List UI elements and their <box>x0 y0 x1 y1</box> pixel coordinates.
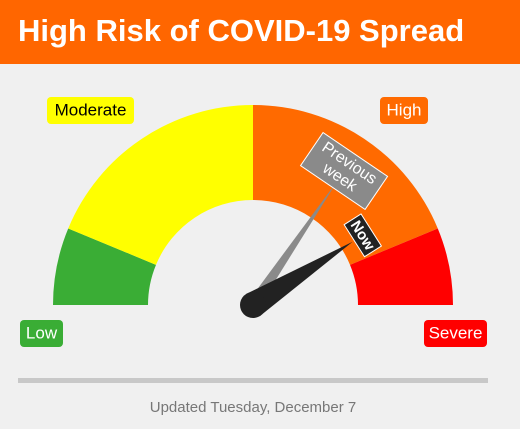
segment-label: Moderate <box>55 100 127 119</box>
gauge-segment <box>350 228 453 305</box>
header-bar <box>0 0 520 64</box>
needle <box>246 241 353 316</box>
needle <box>248 180 338 309</box>
gauge-segment <box>68 105 253 265</box>
needle-hub <box>240 292 266 318</box>
segment-label-box <box>20 320 63 347</box>
separator <box>18 378 488 383</box>
needle-label-box <box>343 213 383 258</box>
title: High Risk of COVID-19 Spread <box>18 13 464 48</box>
segment-label: Low <box>26 323 58 342</box>
segment-label-box <box>380 97 428 124</box>
segment-label: Severe <box>429 323 483 342</box>
segment-label: High <box>387 100 422 119</box>
needle-label-box <box>299 131 389 211</box>
segment-label-box <box>47 97 134 124</box>
segment-label-box <box>424 320 487 347</box>
footer-text: Updated Tuesday, December 7 <box>150 399 357 416</box>
gauge-segment <box>53 228 156 305</box>
